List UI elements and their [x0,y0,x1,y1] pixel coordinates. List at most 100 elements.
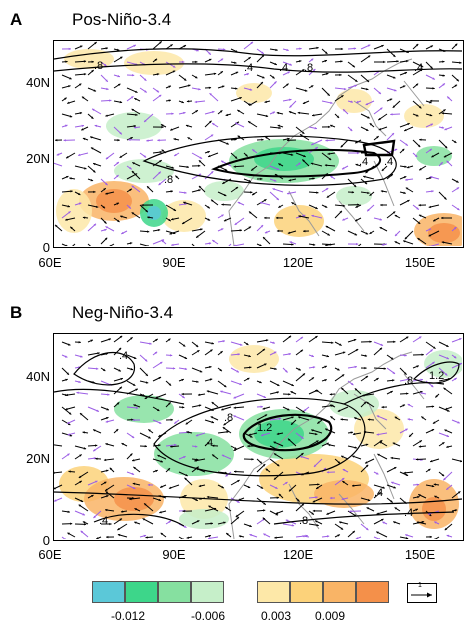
wind-vector-head [82,513,85,516]
wind-vector-head [441,241,445,244]
wind-vector-head [288,335,292,339]
wind-vector-head [108,338,111,341]
wind-vector-head [379,227,383,230]
colorbar-segment [125,581,158,603]
wind-vector-head [339,210,342,214]
wind-vector-head [324,379,327,382]
wind-vector-head [184,356,188,359]
wind-vector-head [441,473,445,477]
wind-vector-head [91,495,94,498]
wind-vector-head [325,225,329,229]
wind-vector-head [354,417,357,420]
wind-vector-head [149,342,152,345]
wind-vector-head [367,418,371,421]
wind-vector-head [206,390,210,393]
anomaly-shade [354,409,404,449]
wind-vector-head [130,368,134,371]
wind-vector-head [276,229,280,233]
wind-vector-head [264,216,267,220]
wind-vector-head [376,512,379,515]
wind-vector-head [277,124,281,128]
anomaly-shade [147,206,161,220]
wind-vector-head [54,499,57,502]
wind-vector-head [184,494,187,498]
wind-vector-head [131,74,135,77]
wind-vector-head [278,163,281,166]
wind-vector-head [394,507,398,510]
wind-vector-head [182,344,186,347]
colorbar-segment [290,581,323,603]
wind-vector-head [405,143,408,146]
wind-vector-head [314,126,317,130]
wind-vector-head [144,90,147,93]
wind-vector-head [147,186,150,189]
wind-vector-head [119,155,123,158]
wind-vector-head [446,487,449,490]
wind-vector-head [297,111,301,115]
wind-vector-head [109,522,112,526]
wind-vector-head [340,60,343,63]
contour-line [153,397,366,477]
wind-vector [139,243,150,246]
wind-vector-head [432,77,435,80]
wind-vector-head [105,226,108,229]
wind-vector-head [275,511,279,515]
wind-vector-head [302,214,306,217]
wind-vector-head [260,405,263,408]
wind-vector-head [303,154,306,158]
wind-vector-head [420,65,424,68]
wind-vector-head [259,201,263,205]
wind-vector-head [186,536,190,539]
anomaly-shade [162,200,206,232]
wind-vector-head [380,190,384,193]
wind-vector-head [380,343,384,346]
wind-vector-head [325,428,328,431]
wind-vector-head [121,443,125,446]
wind-vector-head [428,245,430,246]
wind-vector-head [276,432,280,436]
wind-vector-head [328,443,331,447]
wind-vector-head [250,41,253,45]
contour-label: .4 [99,515,108,527]
wind-vector-head [261,138,264,141]
wind-vector-head [237,201,241,205]
wind-vector-head [90,178,94,182]
wind-vector-head [195,498,198,501]
wind-vector-head [65,407,68,411]
panel-a-map: .8 .4 .4 .8 .4 .8 .4 .4 [53,40,464,248]
wind-vector-head [287,231,291,234]
wind-vector-head [248,433,251,436]
wind-vector-head [454,84,458,87]
wind-vector-head [265,339,269,342]
wind-vector-head [248,354,251,358]
wind-vector-head [251,458,254,461]
wind-vector-head [328,157,332,161]
wind-vector-head [135,406,139,410]
wind-vector-head [405,336,409,339]
wind-vector-head [340,527,344,530]
wind-vector-head [433,346,436,349]
wind-vector-head [210,522,213,525]
wind-vector-head [209,365,212,369]
wind-vector-head [289,241,293,244]
wind-vector-head [272,188,275,191]
wind-vector-head [90,136,93,139]
wind-vector-head [106,408,109,411]
contour-label: .4 [244,62,253,74]
wind-vector-head [81,128,84,131]
wind-vector-head [171,166,175,169]
wind-vector-head [130,137,133,140]
wind-vector [434,536,440,539]
wind-vector-head [120,215,123,218]
wind-vector-head [250,435,253,438]
wind-vector-head [183,456,186,459]
wind-vector-head [157,454,160,458]
wind-vector-head [132,482,136,486]
anomaly-shade [404,104,444,128]
colorbar-tick-3: 0.003 [260,609,292,623]
wind-vector-head [221,454,225,457]
wind-vector-head [418,445,422,448]
wind-vector-head [117,533,121,537]
wind-vector-head [105,192,108,195]
wind-vector-head [355,205,358,208]
